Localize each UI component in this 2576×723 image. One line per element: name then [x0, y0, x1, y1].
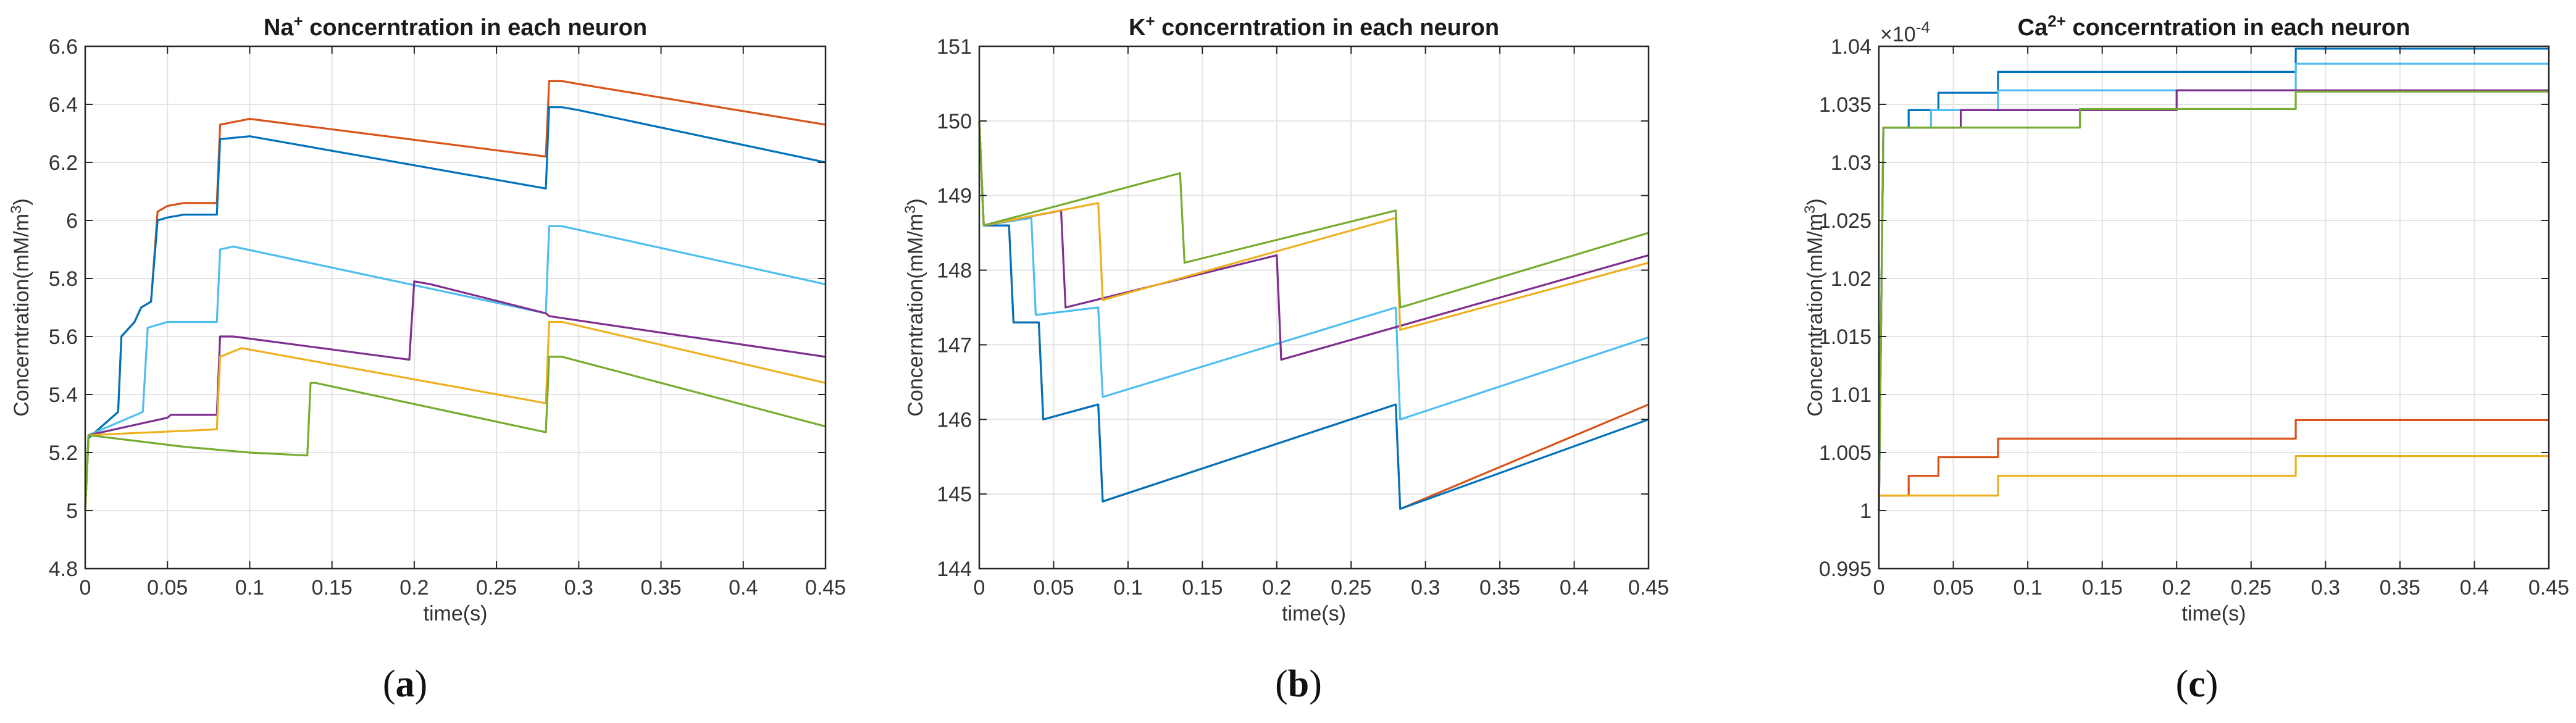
plot-area — [1879, 46, 2549, 569]
y-tick-label: 150 — [937, 110, 972, 133]
x-tick-label: 0.3 — [2311, 576, 2340, 600]
chart-title: K+ concerntration in each neuron — [1129, 12, 1499, 41]
y-tick-label: 147 — [937, 333, 972, 357]
x-tick-label: 0.35 — [640, 576, 681, 600]
y-tick-label: 1.04 — [1831, 35, 1871, 59]
x-tick-label: 0.1 — [2013, 576, 2042, 600]
panel-caption: (b) — [1275, 663, 1322, 705]
panel-c: 0 0.05 0.1 0.15 0.2 0.25 0.3 0.35 0.4 0.45 0.995 1 1… — [1802, 12, 2569, 705]
y-tick-label: 1.02 — [1831, 267, 1871, 291]
x-axis-label: time(s) — [1282, 602, 1346, 625]
x-tick-label: 0.25 — [476, 576, 517, 600]
x-tick-label: 0.05 — [1033, 576, 1074, 600]
panel-a: 0 0.05 0.1 0.15 0.2 0.25 0.3 0.35 0.4 0.45 4.8 5 5.2… — [8, 12, 846, 705]
series-line-4 — [1878, 90, 2549, 511]
y-tick-label: 1.025 — [1819, 209, 1871, 233]
plot-area — [85, 46, 826, 569]
x-tick-label: 0.4 — [2460, 576, 2489, 600]
y-tick-label: 1 — [1860, 499, 1871, 523]
series-line-6 — [978, 120, 1649, 309]
x-tick-label: 0.15 — [1182, 576, 1223, 600]
y-tick-label: 146 — [937, 408, 972, 432]
y-tick-label: 5.4 — [49, 383, 78, 407]
x-tick-label: 0.4 — [729, 576, 758, 600]
y-tick-label: 151 — [937, 35, 972, 59]
x-tick-label: 0.2 — [399, 576, 429, 600]
x-tick-label: 0.25 — [1331, 576, 1371, 600]
series-line-2 — [84, 106, 826, 511]
panel-b: 0 0.05 0.1 0.15 0.2 0.25 0.3 0.35 0.4 0.45 144 145 1… — [902, 12, 1669, 705]
y-scale-factor: ×10-4 — [1880, 18, 1930, 46]
x-tick-label: 0.05 — [1933, 576, 1973, 600]
series-line-4 — [84, 280, 826, 511]
y-tick-label: 148 — [937, 259, 972, 283]
y-axis-label: Concerntration(mM/m3) — [8, 198, 33, 416]
x-tick-label: 0.05 — [147, 576, 188, 600]
x-axis-label: time(s) — [2182, 602, 2246, 625]
y-tick-label: 6 — [66, 209, 78, 233]
x-tick-label: 0.45 — [2528, 576, 2569, 600]
y-tick-label: 149 — [937, 185, 972, 208]
y-tick-label: 6.6 — [49, 35, 78, 59]
y-tick-label: 145 — [937, 483, 972, 506]
series-line-6 — [84, 356, 826, 511]
x-tick-label: 0 — [1873, 576, 1885, 600]
x-tick-label: 0.2 — [1262, 576, 1291, 600]
y-tick-label: 5.2 — [49, 441, 78, 465]
y-tick-label: 5.6 — [49, 325, 78, 349]
chart-title: Ca2+ concerntration in each neuron — [2018, 12, 2411, 41]
y-tick-label: 6.2 — [49, 151, 78, 175]
y-axis-label: Concerntration(mM/m3) — [1802, 198, 1827, 416]
y-tick-label: 1.035 — [1819, 93, 1871, 117]
series-line-6 — [1879, 454, 2549, 497]
x-axis-label: time(s) — [424, 602, 488, 625]
y-tick-label: 4.8 — [49, 558, 78, 581]
series-line-5 — [1879, 419, 2549, 497]
x-tick-label: 0.1 — [235, 576, 264, 600]
y-tick-label: 1.005 — [1819, 441, 1871, 465]
x-tick-label: 0.15 — [312, 576, 353, 600]
chart-title: Na+ concerntration in each neuron — [264, 12, 647, 41]
y-tick-label: 0.995 — [1819, 558, 1871, 581]
series-line-5 — [84, 320, 826, 511]
plot-area — [979, 46, 1649, 569]
x-tick-label: 0.25 — [2231, 576, 2272, 600]
y-tick-label: 5.8 — [49, 267, 78, 291]
x-tick-label: 0.3 — [1411, 576, 1440, 600]
series-line-2 — [978, 120, 1649, 510]
x-tick-label: 0.3 — [564, 576, 593, 600]
x-tick-label: 0.45 — [1628, 576, 1669, 600]
x-tick-label: 0.35 — [2380, 576, 2420, 600]
x-tick-label: 0.15 — [2082, 576, 2123, 600]
axes-box — [1878, 45, 2550, 570]
y-tick-label: 144 — [937, 558, 972, 581]
y-tick-label: 5 — [66, 499, 78, 523]
panel-caption: (a) — [383, 663, 427, 705]
x-tick-label: 0.35 — [1479, 576, 1520, 600]
x-tick-label: 0.2 — [2162, 576, 2191, 600]
y-tick-label: 6.4 — [49, 93, 78, 117]
x-tick-label: 0 — [974, 576, 985, 600]
series-line-3 — [84, 225, 826, 511]
x-tick-label: 0.1 — [1113, 576, 1142, 600]
axes-box — [978, 45, 1650, 570]
x-tick-label: 0.45 — [805, 576, 846, 600]
y-tick-label: 1.015 — [1819, 325, 1871, 349]
axes-box — [84, 45, 827, 570]
panel-caption: (c) — [2176, 663, 2218, 705]
y-tick-label: 1.01 — [1831, 383, 1871, 407]
x-tick-label: 0 — [80, 576, 91, 600]
y-tick-label: 1.03 — [1831, 151, 1871, 175]
y-axis-label: Concerntration(mM/m3) — [902, 198, 927, 416]
x-tick-label: 0.4 — [1560, 576, 1589, 600]
